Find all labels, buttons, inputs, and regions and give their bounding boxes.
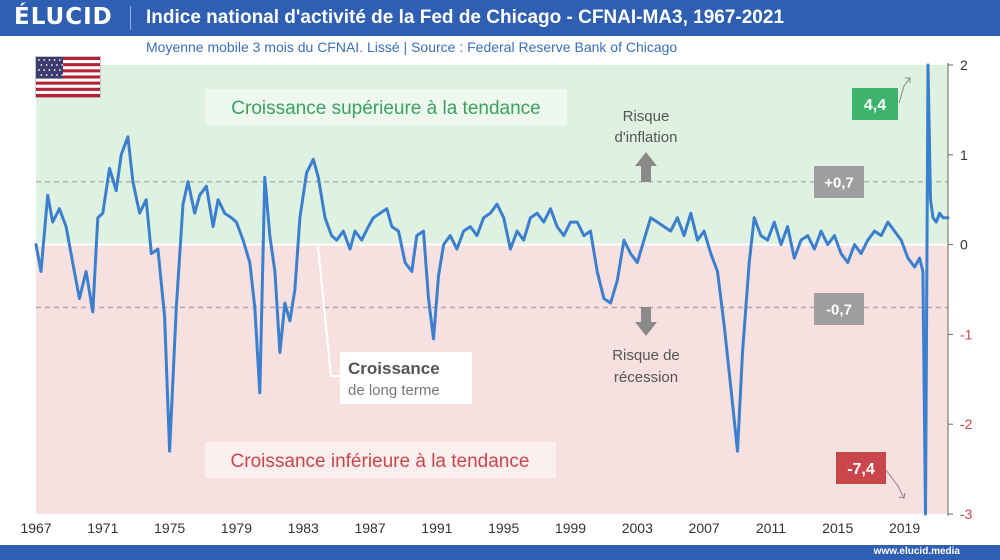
flag-star xyxy=(48,69,51,71)
x-tick-label-2: 1975 xyxy=(154,520,185,536)
badge-min-pointer xyxy=(885,469,905,499)
badge-max-pointer-head xyxy=(905,77,911,83)
flag-stripe-12 xyxy=(36,93,100,98)
flag-star xyxy=(56,74,58,76)
flag-star xyxy=(58,59,61,61)
y-tick-label-2: 0 xyxy=(960,237,968,253)
elucid-logo: ÉLUCID xyxy=(14,4,113,30)
flag-star xyxy=(43,69,46,71)
recession-label-line-1: Risque de xyxy=(612,347,680,364)
badge-min-box xyxy=(836,452,886,484)
flag-star xyxy=(53,69,56,71)
x-tick-label-10: 2007 xyxy=(689,520,720,536)
flag-star xyxy=(43,59,46,61)
x-tick-label-0: 1967 xyxy=(20,520,51,536)
y-tick-label-1: 1 xyxy=(960,147,968,163)
flag-stripe-10 xyxy=(36,87,100,92)
badge-max-box xyxy=(852,88,898,120)
flag-star xyxy=(50,74,53,76)
header-bar: ÉLUCID Indice national d'activité de la … xyxy=(0,0,1000,36)
flag-star xyxy=(48,59,51,61)
upper-zone-label: Croissance supérieure à la tendance xyxy=(231,98,540,119)
zone-labels: Croissance supérieure à la tendance Crois… xyxy=(205,89,567,478)
y-tick-label-4: -2 xyxy=(960,416,973,432)
flag-star xyxy=(61,74,64,76)
y-tick-label-5: -3 xyxy=(960,506,973,522)
badge-max: 4,4 xyxy=(864,97,886,114)
flag-star xyxy=(58,69,61,71)
long-term-subtitle: de long terme xyxy=(348,382,440,399)
flag-stripe-6 xyxy=(36,75,100,79)
lower-zone-label-box xyxy=(205,442,556,478)
badge-min-pointer-head xyxy=(898,492,906,499)
x-tick-label-11: 2011 xyxy=(756,520,786,536)
flag-star xyxy=(38,59,40,61)
long-term-title: Croissance xyxy=(348,359,440,378)
upper-zone-label-box xyxy=(205,89,567,125)
flag-star xyxy=(61,64,64,66)
badge-minus-0-7-box xyxy=(814,293,864,325)
axes: 2 1 0 -1 -2 -3 1967 1971 1975 1979 1983 1987 1991 199… xyxy=(20,57,972,536)
flag-stripe-8 xyxy=(36,81,100,85)
flag-stripe-9 xyxy=(36,84,100,88)
flag-star xyxy=(50,64,53,66)
y-tick-label-0: 2 xyxy=(960,57,968,73)
flag-stripe-2 xyxy=(36,63,100,67)
x-tick-label-13: 2019 xyxy=(889,520,920,536)
lower-zone-label: Croissance inférieure à la tendance xyxy=(231,451,530,472)
x-tick-label-7: 1995 xyxy=(488,520,519,536)
flag-star xyxy=(56,64,58,66)
threshold-lines xyxy=(36,181,948,309)
flag-stripe-0 xyxy=(36,57,100,61)
badge-plus-0-7: +0,7 xyxy=(824,174,854,191)
inflation-label-line-1: Risque xyxy=(623,108,670,125)
chart-area: Croissance supérieure à la tendance Crois… xyxy=(20,56,973,536)
long-term-leader-line xyxy=(317,245,341,377)
us-flag-icon xyxy=(35,56,101,98)
x-tick-label-3: 1979 xyxy=(221,520,252,536)
flag-star xyxy=(38,69,40,71)
arrow-up-icon xyxy=(635,152,657,182)
arrow-down-icon xyxy=(635,307,657,336)
flag-canton xyxy=(36,57,63,79)
badge-plus-0-7-box xyxy=(814,166,864,198)
chart-subtitle: Moyenne mobile 3 mois du CFNAI. Lissé | … xyxy=(146,39,678,55)
flag-stripe-11 xyxy=(36,90,100,95)
x-tick-label-1: 1971 xyxy=(87,520,118,536)
recession-label-line-2: récession xyxy=(614,369,678,386)
x-tick-label-8: 1999 xyxy=(555,520,586,536)
flag-stripe-1 xyxy=(36,60,100,64)
cfnai-series-line xyxy=(34,63,950,516)
flag-star xyxy=(40,74,43,76)
y-tick-label-3: -1 xyxy=(960,326,973,342)
x-tick-label-5: 1987 xyxy=(354,520,385,536)
flag-star xyxy=(45,64,48,66)
badge-min: -7,4 xyxy=(847,461,875,478)
chart-zones xyxy=(36,65,948,514)
inflation-label-line-2: d'inflation xyxy=(615,129,678,146)
badge-max-pointer xyxy=(898,77,911,104)
flag-stripe-5 xyxy=(36,72,100,76)
x-tick-label-4: 1983 xyxy=(288,520,319,536)
flag-star xyxy=(45,74,48,76)
series-layer xyxy=(34,63,950,516)
flag-stripe-4 xyxy=(36,69,100,73)
x-tick-label-6: 1991 xyxy=(421,520,452,536)
chart-annotations: Risque d'inflation Risque de récession Crois… xyxy=(317,108,680,404)
flag-stripe-7 xyxy=(36,78,100,82)
long-term-box xyxy=(340,352,472,404)
flag-stripe-3 xyxy=(36,66,100,70)
flag-star xyxy=(53,59,56,61)
flag-star xyxy=(40,64,43,66)
website-link[interactable]: www.elucid.media xyxy=(873,546,960,557)
chart-title: Indice national d'activité de la Fed de … xyxy=(146,7,785,28)
value-badges: +0,7 -0,7 4,4 -7,4 xyxy=(814,77,911,499)
header-separator xyxy=(130,6,131,30)
x-tick-label-9: 2003 xyxy=(622,520,653,536)
badge-minus-0-7: -0,7 xyxy=(826,301,852,318)
x-tick-label-12: 2015 xyxy=(822,520,853,536)
footer-bar: www.elucid.media xyxy=(0,545,1000,560)
